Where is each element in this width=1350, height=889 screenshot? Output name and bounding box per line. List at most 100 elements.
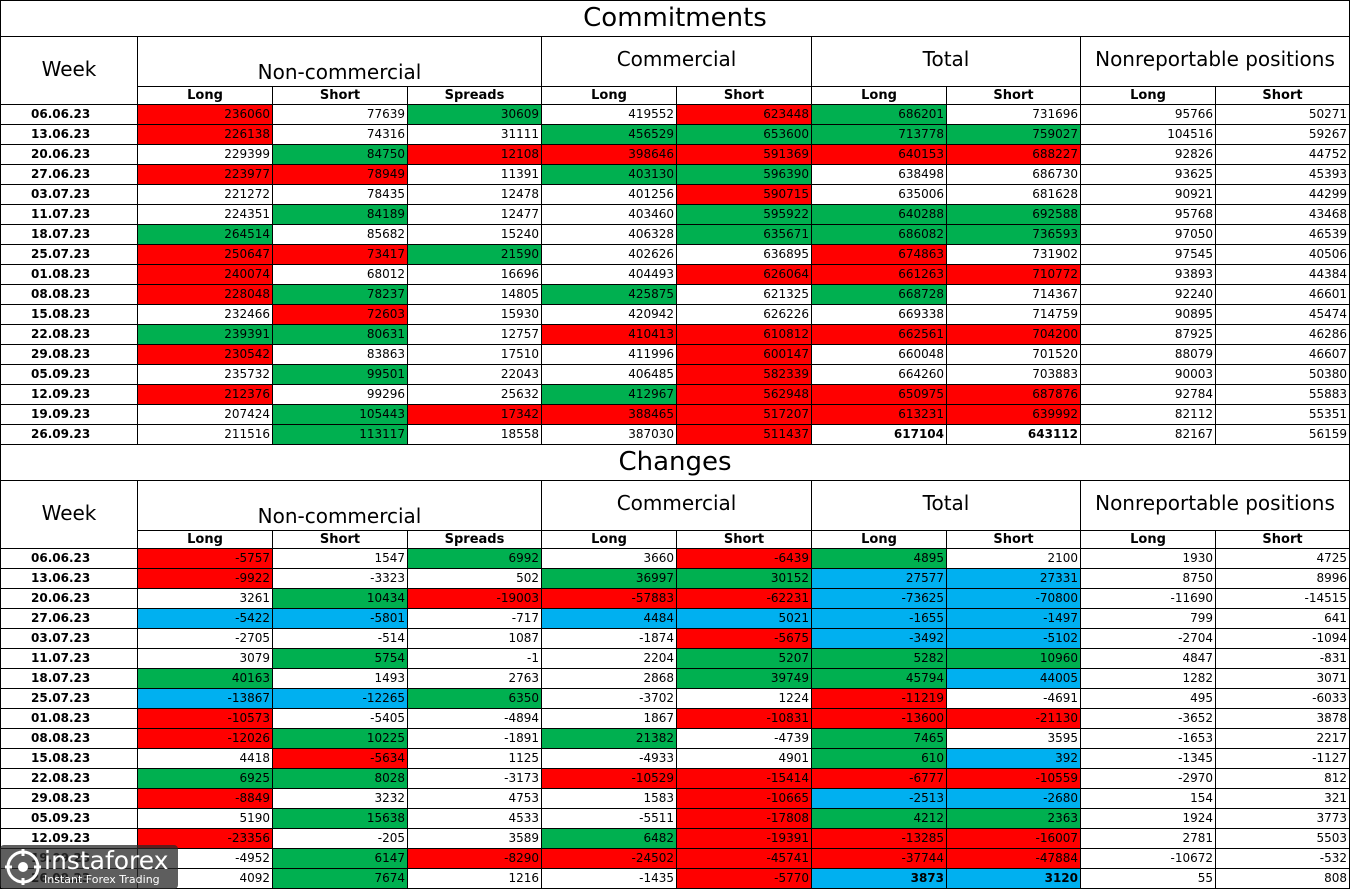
value-cell: 90921 (1080, 184, 1216, 205)
value-cell: 808 (1215, 868, 1350, 889)
value-cell: 232466 (137, 304, 273, 325)
value-cell: -6033 (1215, 688, 1350, 709)
value-cell: 212376 (137, 384, 273, 405)
value-cell: 10960 (946, 648, 1081, 669)
value-cell: 12108 (407, 144, 542, 165)
value-cell: -8290 (407, 848, 542, 869)
value-cell: 45474 (1215, 304, 1350, 325)
value-cell: -10831 (676, 708, 812, 729)
brand: instaforex (44, 846, 169, 875)
value-cell: 517207 (676, 404, 812, 425)
week-cell: 13.06.23 (0, 568, 138, 589)
value-cell: 686201 (811, 104, 947, 125)
value-cell: -12026 (137, 728, 273, 749)
value-cell: 15240 (407, 224, 542, 245)
value-cell: 2868 (541, 668, 677, 689)
value-cell: 590715 (676, 184, 812, 205)
value-cell: 420942 (541, 304, 677, 325)
value-cell: 692588 (946, 204, 1081, 225)
value-cell: 403130 (541, 164, 677, 185)
column-header: Long (137, 530, 273, 549)
value-cell: 78435 (272, 184, 408, 205)
column-header: Long (811, 530, 947, 549)
value-cell: 595922 (676, 204, 812, 225)
value-cell: 562948 (676, 384, 812, 405)
value-cell: -47884 (946, 848, 1081, 869)
value-cell: 21590 (407, 244, 542, 265)
value-cell: 39749 (676, 668, 812, 689)
table-title: Changes (0, 444, 1350, 481)
value-cell: -11219 (811, 688, 947, 709)
week-cell: 01.08.23 (0, 264, 138, 285)
value-cell: 640153 (811, 144, 947, 165)
column-header: Long (541, 86, 677, 105)
value-cell: -10529 (541, 768, 677, 789)
value-cell: 398646 (541, 144, 677, 165)
value-cell: -1497 (946, 608, 1081, 629)
value-cell: 88079 (1080, 344, 1216, 365)
value-cell: -4894 (407, 708, 542, 729)
value-cell: -19391 (676, 828, 812, 849)
value-cell: -10573 (137, 708, 273, 729)
column-header: Short (946, 530, 1081, 549)
value-cell: -514 (272, 628, 408, 649)
column-header: Spreads (407, 86, 542, 105)
value-cell: 95768 (1080, 204, 1216, 225)
week-cell: 20.06.23 (0, 144, 138, 165)
value-cell: 713778 (811, 124, 947, 145)
column-header: Short (1215, 86, 1350, 105)
value-cell: 55883 (1215, 384, 1350, 405)
value-cell: 31111 (407, 124, 542, 145)
value-cell: 799 (1080, 608, 1216, 629)
value-cell: 4533 (407, 808, 542, 829)
week-cell: 25.07.23 (0, 244, 138, 265)
logo (5, 849, 41, 885)
value-cell: -205 (272, 828, 408, 849)
value-cell: 502 (407, 568, 542, 589)
week-cell: 26.09.23 (0, 424, 138, 445)
value-cell: 653600 (676, 124, 812, 145)
group-header: Nonreportable positions (1080, 36, 1350, 87)
value-cell: -70800 (946, 588, 1081, 609)
value-cell: 3773 (1215, 808, 1350, 829)
group-header: Commercial (541, 480, 812, 531)
value-cell: 95766 (1080, 104, 1216, 125)
week-cell: 05.09.23 (0, 808, 138, 829)
column-header: Short (676, 86, 812, 105)
value-cell: 626226 (676, 304, 812, 325)
value-cell: 650975 (811, 384, 947, 405)
value-cell: 681628 (946, 184, 1081, 205)
value-cell: -2970 (1080, 768, 1216, 789)
value-cell: 93625 (1080, 164, 1216, 185)
value-cell: 643112 (946, 424, 1081, 445)
value-cell: 411996 (541, 344, 677, 365)
value-cell: 626064 (676, 264, 812, 285)
value-cell: 16696 (407, 264, 542, 285)
value-cell: 3589 (407, 828, 542, 849)
value-cell: 406328 (541, 224, 677, 245)
value-cell: 17510 (407, 344, 542, 365)
value-cell: 229399 (137, 144, 273, 165)
value-cell: 636895 (676, 244, 812, 265)
value-cell: -2704 (1080, 628, 1216, 649)
table-title: Commitments (0, 0, 1350, 37)
value-cell: 80631 (272, 324, 408, 345)
value-cell: 401256 (541, 184, 677, 205)
value-cell: 44752 (1215, 144, 1350, 165)
week-cell: 18.07.23 (0, 668, 138, 689)
week-cell: 18.07.23 (0, 224, 138, 245)
week-cell: 27.06.23 (0, 164, 138, 185)
value-cell: 12478 (407, 184, 542, 205)
value-cell: 736593 (946, 224, 1081, 245)
value-cell: -10665 (676, 788, 812, 809)
week-cell: 06.06.23 (0, 104, 138, 125)
value-cell: -6777 (811, 768, 947, 789)
week-cell: 15.08.23 (0, 748, 138, 769)
value-cell: 2204 (541, 648, 677, 669)
tagline: Instant Forex Trading (44, 873, 160, 886)
value-cell: 92826 (1080, 144, 1216, 165)
value-cell: 613231 (811, 404, 947, 425)
value-cell: 639992 (946, 404, 1081, 425)
value-cell: 59267 (1215, 124, 1350, 145)
week-cell: 22.08.23 (0, 768, 138, 789)
